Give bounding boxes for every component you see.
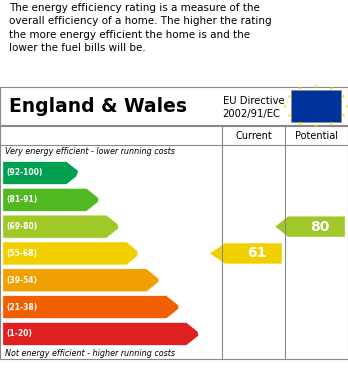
Text: ★: ★ (298, 86, 303, 91)
Text: (39-54): (39-54) (6, 276, 37, 285)
Text: (1-20): (1-20) (6, 330, 32, 339)
Text: ★: ★ (329, 86, 334, 91)
Text: (69-80): (69-80) (6, 222, 38, 231)
Text: ★: ★ (286, 113, 291, 118)
Text: Not energy efficient - higher running costs: Not energy efficient - higher running co… (5, 348, 175, 357)
Polygon shape (3, 269, 161, 292)
Text: A: A (76, 165, 88, 181)
Polygon shape (3, 188, 101, 211)
Text: (55-68): (55-68) (6, 249, 37, 258)
Bar (291, 90, 341, 122)
Polygon shape (3, 161, 81, 185)
Text: (92-100): (92-100) (6, 169, 43, 178)
Text: C: C (117, 219, 128, 234)
Text: 2002/91/EC: 2002/91/EC (223, 109, 280, 118)
Polygon shape (3, 242, 141, 265)
Text: ★: ★ (345, 104, 348, 108)
Text: B: B (96, 192, 108, 207)
Text: Very energy efficient - lower running costs: Very energy efficient - lower running co… (5, 147, 175, 156)
Text: E: E (157, 273, 167, 288)
Text: ★: ★ (329, 120, 334, 126)
Text: ★: ★ (314, 123, 318, 128)
Text: Current: Current (235, 131, 272, 140)
Text: (21-38): (21-38) (6, 303, 38, 312)
Polygon shape (3, 323, 201, 346)
Text: EU Directive: EU Directive (223, 97, 284, 106)
Text: ★: ★ (298, 120, 303, 126)
Text: (81-91): (81-91) (6, 195, 38, 204)
Text: ★: ★ (286, 93, 291, 99)
Text: England & Wales: England & Wales (9, 97, 187, 115)
Text: Potential: Potential (295, 131, 338, 140)
Text: G: G (196, 326, 208, 341)
Text: F: F (177, 300, 187, 315)
Text: D: D (136, 246, 148, 261)
Polygon shape (275, 217, 345, 237)
Polygon shape (3, 296, 181, 319)
Text: 80: 80 (310, 220, 330, 234)
Text: ★: ★ (282, 104, 287, 108)
Text: Energy Efficiency Rating: Energy Efficiency Rating (10, 368, 232, 383)
Text: ★: ★ (340, 113, 345, 118)
Polygon shape (3, 215, 121, 238)
Text: ★: ★ (314, 84, 318, 89)
Text: The energy efficiency rating is a measure of the
overall efficiency of a home. T: The energy efficiency rating is a measur… (9, 3, 271, 54)
Polygon shape (210, 243, 282, 264)
Text: ★: ★ (340, 93, 345, 99)
Text: 61: 61 (247, 246, 267, 260)
